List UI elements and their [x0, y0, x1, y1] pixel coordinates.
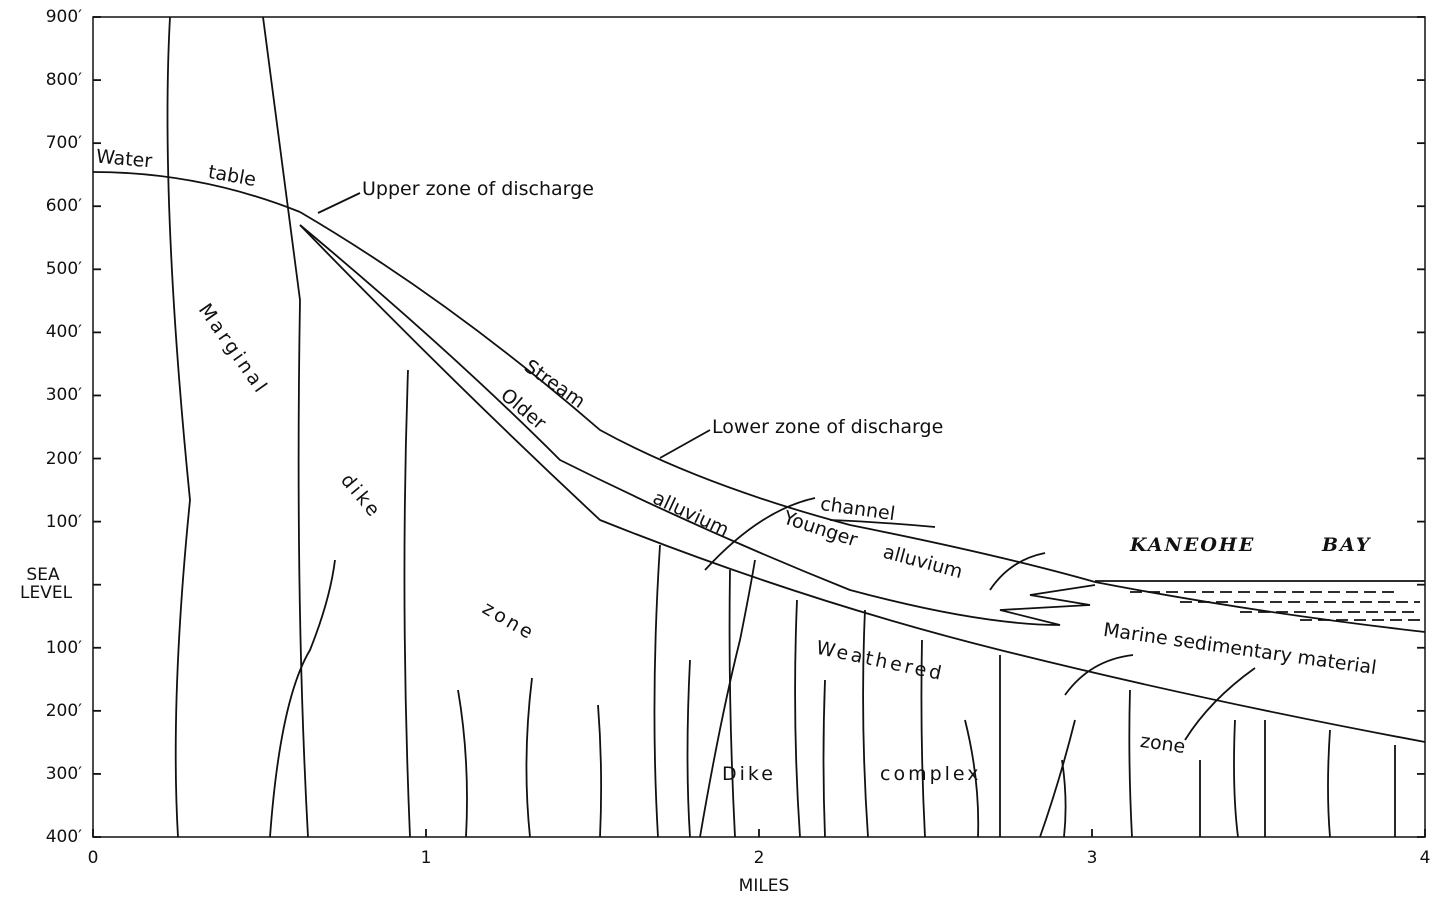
diagram: 900′ 800′ 700′ 600′ 500′ 400′ 300′ 200′ 100′ SEA …: [0, 0, 1432, 900]
y-tick-label: 400′: [12, 828, 82, 847]
dike: [688, 660, 691, 837]
y-tick-label: 100′: [12, 513, 82, 532]
dike: [654, 545, 660, 837]
y-tick-label: 300′: [12, 386, 82, 405]
dike: [263, 17, 308, 837]
dike: [458, 690, 467, 837]
dike: [795, 600, 800, 837]
dike: [526, 678, 532, 837]
dike: [730, 570, 735, 837]
y-tick-label: 200′: [12, 702, 82, 721]
y-tick-label: 100′: [12, 639, 82, 658]
annotation: Upper zone of discharge: [362, 180, 594, 199]
cross-section: [0, 0, 1432, 900]
leader-line: [318, 193, 710, 458]
x-tick-label: 3: [1072, 848, 1112, 868]
dike: [824, 680, 826, 837]
x-tick-label: 4: [1405, 848, 1432, 868]
annotation: KANEOHE: [1130, 536, 1255, 555]
dike: [863, 610, 868, 837]
annotation: Dike: [722, 765, 776, 784]
x-tick-label: 1: [406, 848, 446, 868]
dike: [1062, 760, 1066, 837]
dike: [404, 370, 410, 837]
y-tick-label: 300′: [12, 765, 82, 784]
dike: [700, 560, 755, 837]
annotation: complex: [880, 765, 982, 784]
y-tick-label: 600′: [12, 197, 82, 216]
y-tick-label: 700′: [12, 134, 82, 153]
dike: [1200, 720, 1395, 837]
y-tick-label: 500′: [12, 260, 82, 279]
y-tick-label: SEA LEVEL: [20, 566, 66, 603]
annotation: Water: [95, 148, 153, 172]
y-tick-label: 900′: [12, 8, 82, 27]
y-tick-label: 800′: [12, 71, 82, 90]
alluvium-bottom: [300, 225, 1095, 625]
annotation: BAY: [1322, 536, 1371, 555]
annotation: Lower zone of discharge: [712, 418, 943, 437]
y-tick-label: 400′: [12, 323, 82, 342]
x-tick-label: 0: [73, 848, 113, 868]
dike: [168, 17, 191, 837]
dike: [1129, 690, 1132, 837]
x-tick-label: 2: [739, 848, 779, 868]
y-tick-label: 200′: [12, 450, 82, 469]
water-table: [93, 172, 300, 212]
dike: [598, 705, 601, 837]
dike: [1040, 720, 1075, 837]
x-axis-label: MILES: [714, 876, 814, 896]
